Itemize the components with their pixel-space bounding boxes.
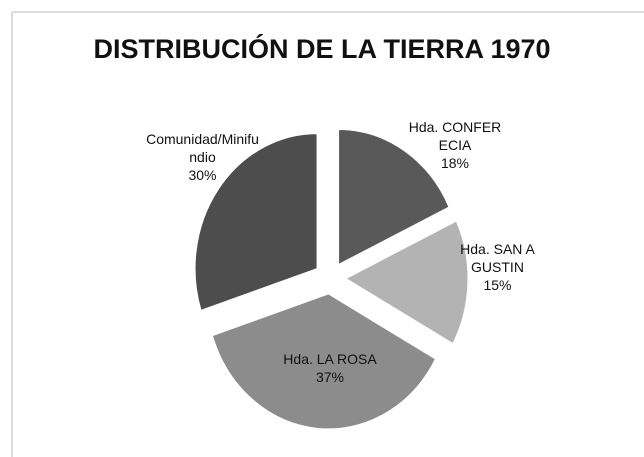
slice-label: Comunidad/Minifundio 30% <box>145 130 260 184</box>
category-label: Hda. CONFERECIA <box>408 119 502 153</box>
value-label: 18% <box>440 155 470 171</box>
category-label: Hda. LA ROSA <box>283 351 377 367</box>
slice-label: Hda. SAN AGUSTIN 15% <box>455 240 540 294</box>
pie-slice <box>211 293 437 430</box>
value-label: 30% <box>188 167 217 183</box>
slice-label: Hda. LA ROSA 37% <box>255 350 405 386</box>
value-label: 37% <box>315 369 345 385</box>
slice-label: Hda. CONFERECIA 18% <box>405 118 505 172</box>
pie-slice <box>194 133 318 311</box>
pie-slice <box>338 128 450 266</box>
category-label: Hda. SAN AGUSTIN <box>460 241 535 275</box>
category-label: Comunidad/Minifundio <box>146 131 259 165</box>
pie-slice <box>344 220 469 345</box>
chart-title: DISTRIBUCIÓN DE LA TIERRA 1970 <box>93 33 550 64</box>
value-label: 15% <box>483 277 512 293</box>
